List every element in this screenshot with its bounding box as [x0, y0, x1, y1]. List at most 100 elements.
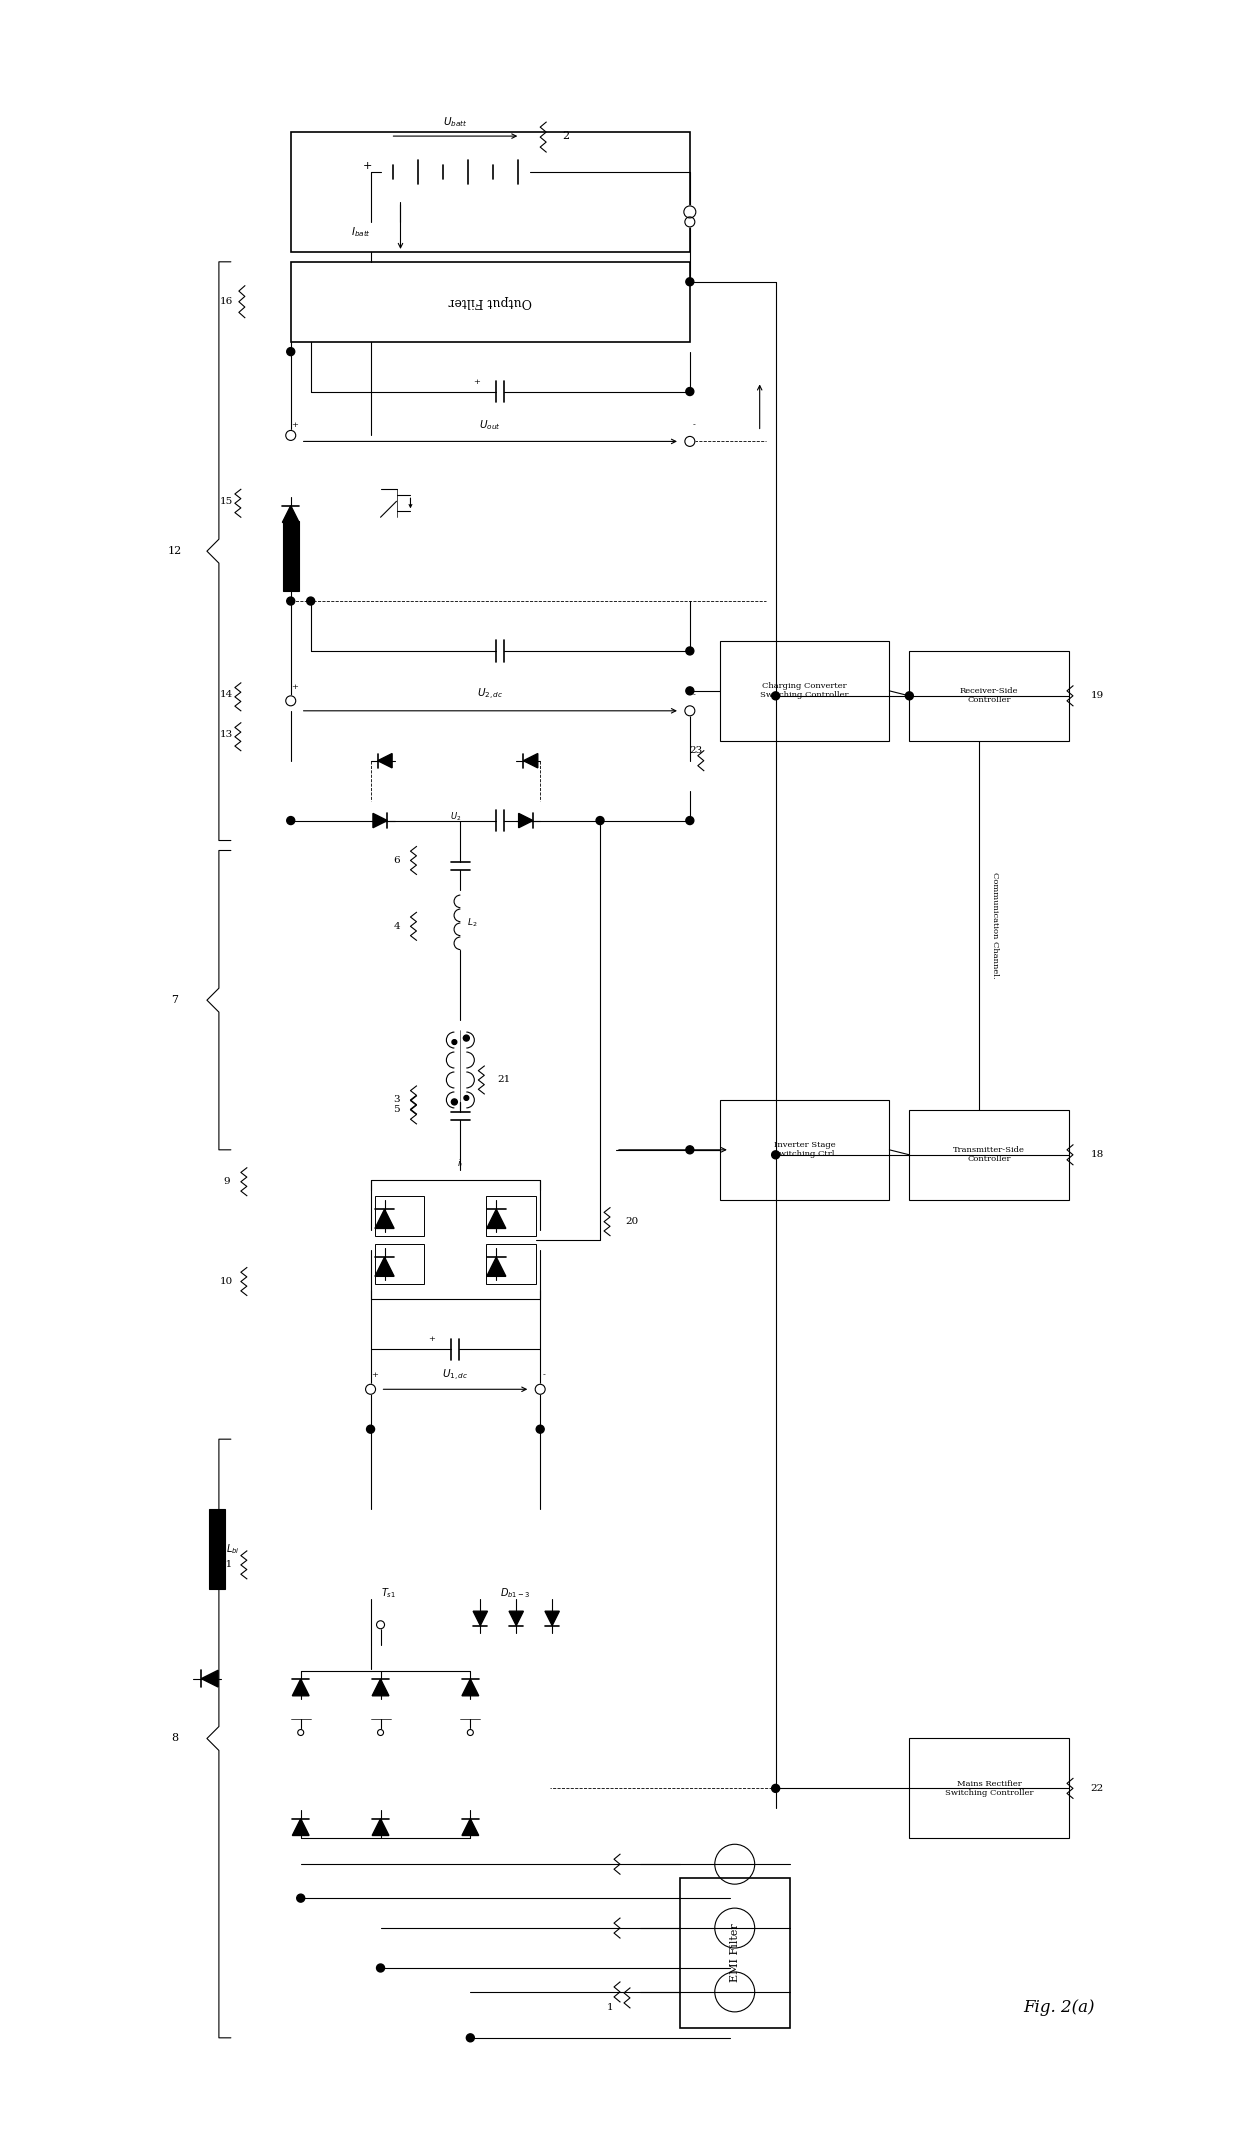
- Text: $U_{1,dc}$: $U_{1,dc}$: [443, 1367, 469, 1382]
- Bar: [374, 1243, 424, 1284]
- Text: 12: 12: [167, 546, 182, 556]
- Circle shape: [377, 1729, 383, 1736]
- Circle shape: [286, 347, 295, 355]
- Text: 10: 10: [221, 1278, 233, 1286]
- Bar: [719, 1100, 889, 1201]
- Circle shape: [467, 1729, 474, 1736]
- Text: 9: 9: [223, 1177, 231, 1186]
- Bar: [719, 642, 889, 740]
- Circle shape: [451, 1100, 458, 1104]
- Text: 19: 19: [1090, 691, 1104, 700]
- Circle shape: [771, 1151, 780, 1158]
- Text: 15: 15: [221, 496, 233, 505]
- Polygon shape: [293, 1680, 309, 1695]
- Circle shape: [366, 1385, 376, 1395]
- Polygon shape: [372, 1819, 389, 1836]
- Polygon shape: [486, 1209, 506, 1228]
- Bar: [909, 1111, 1069, 1201]
- Bar: [374, 1196, 424, 1235]
- Bar: [290, 261, 689, 342]
- Circle shape: [377, 1620, 384, 1629]
- Bar: [909, 651, 1069, 740]
- Text: 23: 23: [689, 747, 702, 755]
- Text: Communication Channel.: Communication Channel.: [991, 871, 999, 978]
- Text: 3: 3: [393, 1096, 399, 1104]
- Text: 16: 16: [221, 297, 233, 306]
- Polygon shape: [523, 753, 538, 768]
- Circle shape: [296, 1894, 305, 1902]
- Circle shape: [771, 1785, 780, 1793]
- Text: $L_{bi}$: $L_{bi}$: [226, 1543, 239, 1556]
- Circle shape: [536, 1385, 546, 1395]
- Text: 21: 21: [497, 1076, 511, 1085]
- Circle shape: [684, 216, 694, 227]
- Circle shape: [686, 1145, 694, 1153]
- Circle shape: [686, 817, 694, 824]
- Text: EMI Filter: EMI Filter: [730, 1924, 740, 1982]
- Text: $U_{2,dc}$: $U_{2,dc}$: [477, 687, 503, 702]
- Text: +: +: [472, 377, 480, 385]
- Bar: [283, 522, 299, 591]
- Polygon shape: [544, 1611, 559, 1626]
- Text: 4: 4: [393, 922, 399, 931]
- Circle shape: [686, 646, 694, 655]
- Text: $L_2$: $L_2$: [467, 916, 477, 929]
- Text: 2: 2: [563, 131, 569, 141]
- Bar: [909, 1738, 1069, 1838]
- Bar: [290, 133, 689, 253]
- Text: 5: 5: [393, 1106, 399, 1115]
- Circle shape: [286, 817, 295, 824]
- Text: 1: 1: [606, 2003, 614, 2012]
- Circle shape: [684, 706, 694, 715]
- Polygon shape: [378, 753, 392, 768]
- Text: Output Filter: Output Filter: [449, 295, 532, 308]
- Text: -: -: [692, 691, 696, 700]
- Polygon shape: [374, 1209, 394, 1228]
- Text: $U_{batt}$: $U_{batt}$: [443, 116, 467, 128]
- Polygon shape: [293, 1819, 309, 1836]
- Circle shape: [451, 1040, 456, 1044]
- Text: Inverter Stage
Switching Ctrl.: Inverter Stage Switching Ctrl.: [773, 1141, 837, 1158]
- Text: +: +: [428, 1335, 435, 1344]
- Circle shape: [377, 1965, 384, 1971]
- Text: $i_i$: $i_i$: [458, 1158, 464, 1171]
- Circle shape: [285, 430, 295, 441]
- Text: -: -: [692, 422, 696, 430]
- Text: 18: 18: [1090, 1151, 1104, 1160]
- Polygon shape: [510, 1611, 523, 1626]
- Text: 7: 7: [171, 995, 179, 1006]
- Text: 11: 11: [221, 1560, 233, 1569]
- Circle shape: [298, 1729, 304, 1736]
- Text: $I_{batt}$: $I_{batt}$: [351, 225, 371, 240]
- Circle shape: [286, 597, 295, 606]
- Text: +: +: [363, 160, 372, 171]
- Circle shape: [771, 691, 780, 700]
- Circle shape: [684, 437, 694, 447]
- Polygon shape: [463, 1680, 479, 1695]
- Text: 8: 8: [171, 1733, 179, 1744]
- Text: Transmitter-Side
Controller: Transmitter-Side Controller: [954, 1147, 1025, 1164]
- Bar: [680, 1879, 790, 2029]
- Text: $D_{b1-3}$: $D_{b1-3}$: [500, 1586, 531, 1601]
- Text: $U_2$: $U_2$: [450, 811, 461, 822]
- Text: Mains Rectifier
Switching Controller: Mains Rectifier Switching Controller: [945, 1780, 1033, 1798]
- Circle shape: [686, 687, 694, 696]
- Polygon shape: [486, 1256, 506, 1275]
- Circle shape: [285, 696, 295, 706]
- Text: 14: 14: [221, 691, 233, 700]
- Text: +: +: [371, 1372, 378, 1380]
- Circle shape: [306, 597, 315, 606]
- Bar: [486, 1243, 536, 1284]
- Polygon shape: [474, 1611, 487, 1626]
- Bar: [486, 1196, 536, 1235]
- Text: 13: 13: [221, 730, 233, 738]
- Circle shape: [683, 205, 696, 218]
- Circle shape: [536, 1425, 544, 1434]
- Text: $T_{s1}$: $T_{s1}$: [381, 1586, 396, 1601]
- Circle shape: [686, 387, 694, 396]
- Text: +: +: [291, 422, 298, 430]
- Text: $U_{out}$: $U_{out}$: [480, 419, 501, 432]
- Bar: [208, 1509, 224, 1588]
- Circle shape: [596, 817, 604, 824]
- Text: -: -: [543, 1372, 546, 1380]
